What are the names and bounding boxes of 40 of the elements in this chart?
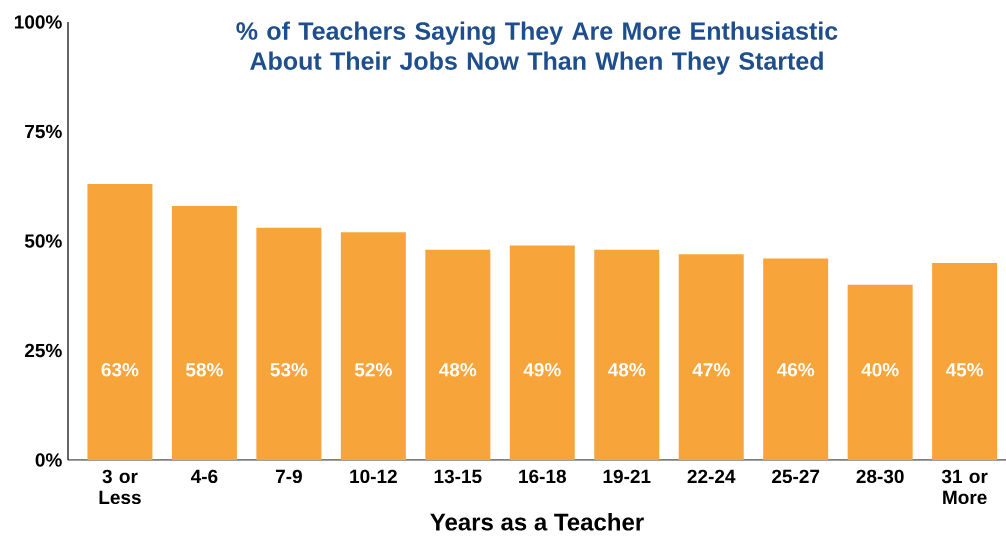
bar xyxy=(594,249,660,460)
bar xyxy=(932,262,998,460)
bar xyxy=(425,249,491,460)
y-tick-label: 50% xyxy=(24,234,62,248)
x-axis-title: Years as a Teacher xyxy=(430,512,644,531)
data-label: 58% xyxy=(185,363,223,377)
y-tick-label: 75% xyxy=(25,124,62,139)
data-label: 47% xyxy=(692,363,730,377)
data-label: 48% xyxy=(439,363,477,377)
data-label: 40% xyxy=(861,363,899,377)
bar xyxy=(340,232,406,460)
bar xyxy=(763,258,829,460)
y-tick-label: 25% xyxy=(24,343,62,358)
x-tick-label: 3 or Less xyxy=(99,469,141,505)
data-label: 45% xyxy=(945,363,984,377)
x-tick-label: 13-15 xyxy=(434,469,482,484)
x-tick-label: 22-24 xyxy=(687,469,736,483)
x-tick-label: 4-6 xyxy=(190,469,218,484)
y-tick-label: 100% xyxy=(14,15,62,29)
bar xyxy=(678,254,744,460)
x-tick-label: 16-18 xyxy=(519,469,566,484)
x-tick-label: 19-21 xyxy=(603,469,651,484)
bar xyxy=(87,184,153,460)
data-label: 46% xyxy=(776,363,815,377)
data-label: 63% xyxy=(101,362,139,377)
x-tick-label: 10-12 xyxy=(350,469,397,484)
data-label: 53% xyxy=(270,362,308,377)
x-tick-label: 31 or More xyxy=(941,469,988,505)
data-label: 48% xyxy=(608,363,646,377)
bar xyxy=(847,284,913,460)
y-tick-label: 0% xyxy=(35,453,62,467)
text: % of Teachers Saying They Are More Enthusiastic About Their Jobs Now Than When They Started xyxy=(236,21,838,75)
data-label: 49% xyxy=(523,363,561,377)
bar xyxy=(171,205,237,460)
x-tick-label: 7-9 xyxy=(275,469,302,484)
bar xyxy=(256,227,322,460)
x-tick-label: 28-30 xyxy=(856,469,904,484)
data-label: 52% xyxy=(354,363,392,377)
bar xyxy=(509,245,575,460)
x-tick-label: 25-27 xyxy=(772,469,820,484)
